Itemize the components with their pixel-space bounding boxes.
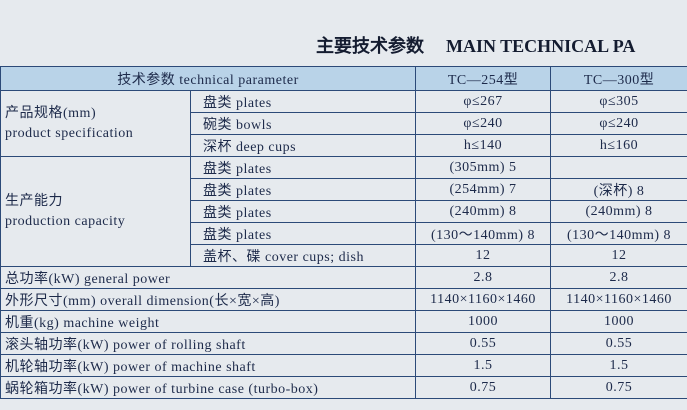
value-cell: φ≤240 — [415, 112, 552, 135]
value-cell: 1140×1160×1460 — [550, 288, 687, 311]
row: 滚头轴功率(kW) power of rolling shaft 0.55 0.55 — [0, 332, 687, 355]
spec-table: 技术参数 technical parameter TC—254型 TC—300型 产品… — [0, 66, 687, 399]
value-cell: 0.55 — [415, 332, 552, 355]
row: 机重(kg) machine weight 1000 1000 — [0, 310, 687, 333]
value-cell: (240mm) 8 — [415, 200, 552, 223]
value-cell: (130～140mm) 8 — [415, 222, 552, 245]
value-cell: 1.5 — [550, 354, 687, 377]
row: 生产能力 production capacity 盘类 plates (305mm) … — [0, 156, 687, 267]
value-cell: 12 — [550, 244, 687, 267]
value-cell: 1.5 — [415, 354, 552, 377]
value-cell: h≤140 — [415, 134, 552, 157]
param-label: 外形尺寸(mm) overall dimension(长×宽×高) — [0, 288, 417, 311]
value-cell: 2.8 — [550, 266, 687, 289]
title-en: MAIN TECHNICAL PA — [446, 36, 636, 56]
value-cell: 1140×1160×1460 — [415, 288, 552, 311]
value-cell: h≤160 — [550, 134, 687, 157]
row: 外形尺寸(mm) overall dimension(长×宽×高) 1140×11… — [0, 288, 687, 311]
header-cell: TC—300型 — [550, 66, 687, 91]
header-cell: 技术参数 technical parameter — [0, 66, 417, 91]
group-label-zh: 产品规格(mm) — [5, 105, 97, 121]
title: 主要技术参数 MAIN TECHNICAL PA — [316, 32, 657, 58]
param-label: 蜗轮箱功率(kW) power of turbine case (turbo-b… — [0, 376, 417, 399]
row: 总功率(kW) general power 2.8 2.8 — [0, 266, 687, 289]
value-cell — [550, 156, 687, 179]
value-cell: (254mm) 7 — [415, 178, 552, 201]
value-cell: 0.75 — [550, 376, 687, 399]
value-cell: (深杯) 8 — [550, 178, 687, 201]
item-label: 盘类 plates — [189, 156, 417, 179]
param-label: 机重(kg) machine weight — [0, 310, 417, 333]
value-cell: 2.8 — [415, 266, 552, 289]
param-label: 滚头轴功率(kW) power of rolling shaft — [0, 332, 417, 355]
item-label: 深杯 deep cups — [189, 134, 417, 157]
row: 蜗轮箱功率(kW) power of turbine case (turbo-b… — [0, 376, 687, 399]
group-label-en: product specification — [5, 125, 134, 141]
value-cell: φ≤305 — [550, 90, 687, 113]
value-cell: 1000 — [550, 310, 687, 333]
row: 盘类 plates (130～140mm) 8 (130～140mm) 8 — [1, 222, 687, 245]
row: 机轮轴功率(kW) power of machine shaft 1.5 1.5 — [0, 354, 687, 377]
group-label: 生产能力 production capacity — [0, 156, 191, 267]
group-label-en: production capacity — [5, 213, 126, 229]
header-row: 技术参数 technical parameter TC—254型 TC—300型 — [0, 66, 687, 91]
value-cell: 12 — [415, 244, 552, 267]
item-label: 盘类 plates — [189, 178, 417, 201]
row: 深杯 deep cups h≤140 h≤160 — [1, 134, 687, 157]
row: 盖杯、碟 cover cups; dish 12 12 — [1, 244, 687, 267]
group-label-zh: 生产能力 — [5, 193, 63, 209]
param-label: 总功率(kW) general power — [0, 266, 417, 289]
item-label: 盘类 plates — [189, 90, 417, 113]
header-cell: TC—254型 — [415, 66, 552, 91]
param-label: 机轮轴功率(kW) power of machine shaft — [0, 354, 417, 377]
item-label: 盘类 plates — [189, 200, 417, 223]
title-zh: 主要技术参数 — [316, 36, 424, 56]
item-label: 盖杯、碟 cover cups; dish — [189, 244, 417, 267]
value-cell: 0.75 — [415, 376, 552, 399]
row: 盘类 plates (240mm) 8 (240mm) 8 — [1, 200, 687, 223]
value-cell: (305mm) 5 — [415, 156, 552, 179]
value-cell: 1000 — [415, 310, 552, 333]
item-label: 碗类 bowls — [189, 112, 417, 135]
group-label: 产品规格(mm) product specification — [0, 90, 191, 157]
row: 产品规格(mm) product specification 盘类 plates φ≤… — [0, 90, 687, 157]
value-cell: φ≤267 — [415, 90, 552, 113]
value-cell: (240mm) 8 — [550, 200, 687, 223]
item-label: 盘类 plates — [189, 222, 417, 245]
value-cell: φ≤240 — [550, 112, 687, 135]
value-cell: 0.55 — [550, 332, 687, 355]
value-cell: (130～140mm) 8 — [550, 222, 687, 245]
